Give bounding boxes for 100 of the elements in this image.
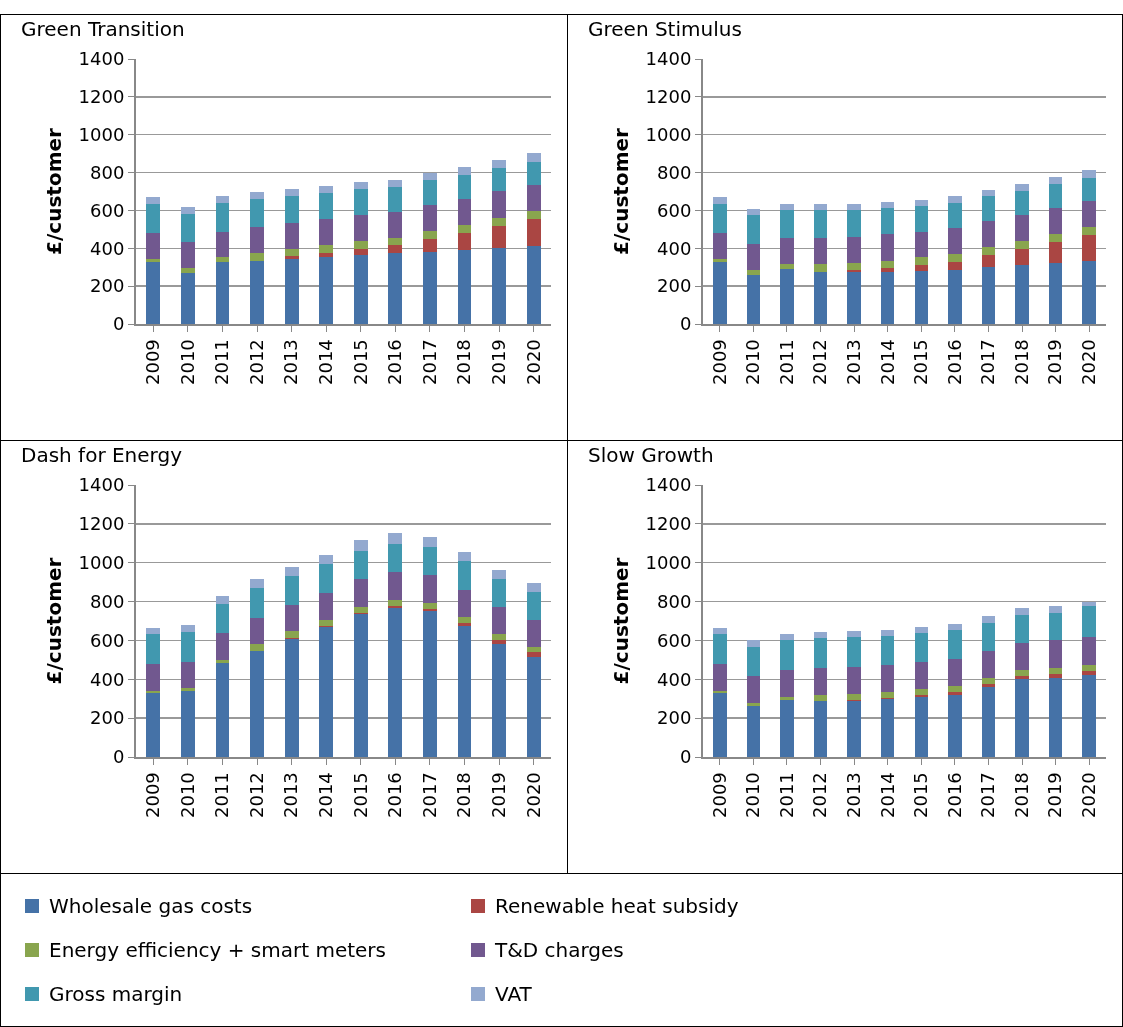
bar [847, 701, 861, 757]
bar [1015, 190, 1029, 215]
bar [880, 635, 895, 665]
bar [319, 253, 334, 257]
x-tick-label: 2009 [708, 772, 730, 819]
bar [1082, 170, 1096, 178]
bar [526, 652, 541, 657]
y-tick-label: 400 [90, 668, 125, 690]
x-tick-label: 2017 [418, 772, 440, 819]
bar [423, 238, 437, 252]
bar [388, 599, 403, 607]
bar [914, 205, 929, 232]
bar [284, 195, 299, 223]
bar [180, 207, 195, 215]
bar [388, 543, 403, 573]
bar [948, 227, 962, 255]
bar [1082, 261, 1096, 324]
bar [981, 650, 996, 678]
bar [284, 567, 299, 577]
bar [215, 633, 230, 661]
bar [492, 218, 507, 226]
bar [492, 644, 507, 757]
bar [388, 245, 403, 254]
bar [1015, 214, 1029, 242]
bar [948, 624, 962, 631]
bar [146, 197, 161, 204]
bar [319, 627, 334, 757]
y-tick-label: 200 [657, 275, 692, 297]
bar [1082, 177, 1096, 202]
bar [319, 554, 334, 565]
x-tick-label: 2015 [910, 772, 932, 819]
bar [1082, 227, 1096, 236]
x-tick-label: 2018 [1010, 772, 1032, 819]
bar [746, 275, 761, 324]
y-tick-label: 0 [112, 746, 125, 768]
bar [526, 211, 541, 219]
bar [1082, 602, 1096, 607]
x-tick-label: 2010 [176, 339, 198, 386]
bar [388, 572, 403, 600]
x-tick-label: 2017 [418, 339, 440, 386]
bar [914, 257, 929, 266]
bar [981, 686, 996, 757]
bar [1082, 606, 1096, 638]
bar [526, 184, 541, 212]
bar [780, 696, 794, 700]
bar [1015, 248, 1029, 266]
bar [457, 167, 472, 175]
bar [1048, 263, 1063, 324]
bar [880, 267, 895, 272]
bar [284, 222, 299, 250]
bar [492, 570, 507, 580]
bar [914, 231, 929, 258]
x-tick-label: 2009 [142, 339, 164, 386]
bar [353, 254, 368, 324]
x-tick-label: 2019 [1044, 772, 1066, 819]
bar [1015, 614, 1029, 644]
bar [457, 561, 472, 590]
bar [981, 615, 996, 623]
bar [526, 153, 541, 162]
bar [780, 699, 794, 757]
y-tick-label: 400 [657, 237, 692, 259]
bar [948, 630, 962, 659]
x-tick-label: 2020 [1078, 339, 1100, 386]
bar [423, 204, 437, 231]
x-tick-label: 2014 [876, 772, 898, 819]
bar [780, 669, 794, 697]
bar [847, 262, 861, 271]
y-tick-label: 1400 [645, 48, 692, 70]
bar [457, 249, 472, 324]
bar [746, 270, 761, 276]
bar [180, 241, 195, 269]
x-tick-label: 2020 [1078, 772, 1100, 819]
bar [713, 203, 727, 233]
bar [284, 256, 299, 259]
bar [713, 232, 727, 259]
bar [180, 691, 195, 757]
x-tick-label: 2018 [453, 339, 475, 386]
bar [813, 638, 828, 668]
bar [780, 269, 794, 324]
bar [180, 214, 195, 242]
x-tick-label: 2011 [775, 339, 797, 386]
bar [215, 262, 230, 324]
x-tick-label: 2009 [142, 772, 164, 819]
y-tick-label: 200 [90, 275, 125, 297]
bar [813, 272, 828, 324]
y-tick-label: 800 [657, 161, 692, 183]
bar [813, 204, 828, 210]
y-tick-label: 0 [112, 313, 125, 335]
bar [981, 254, 996, 268]
bar [353, 540, 368, 552]
bar [353, 579, 368, 607]
bar [492, 225, 507, 248]
bar [457, 198, 472, 226]
bar [813, 667, 828, 695]
bar [1082, 637, 1096, 665]
bar [1015, 679, 1029, 757]
bar [319, 619, 334, 627]
bar [746, 243, 761, 271]
bar [388, 179, 403, 187]
y-axis-title: £/customer [608, 127, 633, 255]
